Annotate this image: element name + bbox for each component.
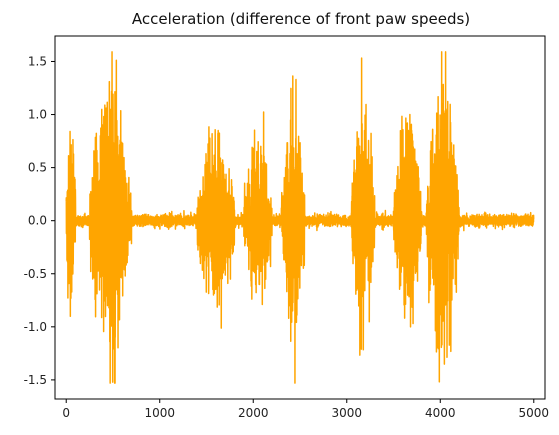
series-line [65,51,535,384]
y-tick-label: 0.5 [28,161,47,175]
x-tick-label: 5000 [519,406,550,420]
y-tick-label: -1.5 [24,373,47,387]
y-tick-label: 0.0 [28,214,47,228]
y-tick-label: 1.0 [28,108,47,122]
x-tick-label: 2000 [238,406,269,420]
chart-title: Acceleration (difference of front paw sp… [132,10,470,28]
plot-layer [65,51,535,384]
y-tick-label: 1.5 [28,54,47,68]
x-tick-label: 0 [62,406,70,420]
y-tick-label: -1.0 [24,320,47,334]
x-tick-label: 4000 [425,406,456,420]
axes-frame [54,35,546,400]
x-tick-label: 1000 [144,406,175,420]
x-tick-label: 3000 [331,406,362,420]
axes-layer: 0 1000 2000 3000 4000 5000 -1.5 -1.0 -0.5 0.0 0.5 1… [24,35,550,420]
y-tick-label: -0.5 [24,267,47,281]
